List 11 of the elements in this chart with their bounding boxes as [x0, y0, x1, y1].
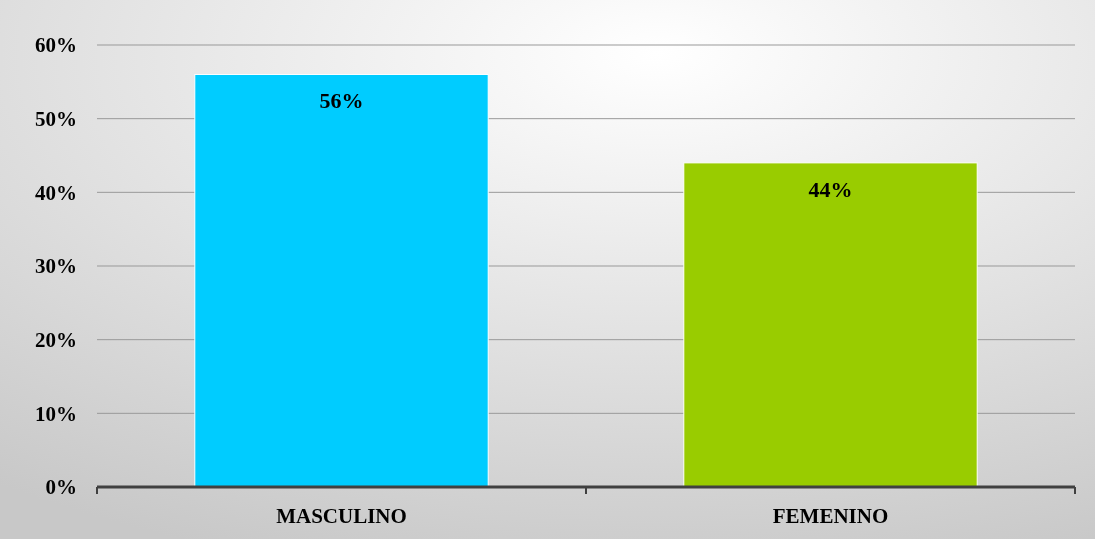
y-tick-label: 10%	[35, 401, 77, 426]
data-label: 56%	[319, 88, 364, 114]
x-tick-label: MASCULINO	[276, 504, 407, 528]
y-tick-label: 20%	[35, 328, 77, 353]
y-tick-label: 60%	[35, 33, 77, 58]
x-tick-label: FEMENINO	[772, 504, 889, 528]
data-label: 44%	[808, 176, 853, 202]
y-tick-label: 30%	[35, 254, 77, 279]
y-tick-label: 50%	[35, 107, 77, 132]
y-tick-label: 0%	[45, 475, 77, 500]
y-tick-label: 40%	[35, 180, 77, 205]
